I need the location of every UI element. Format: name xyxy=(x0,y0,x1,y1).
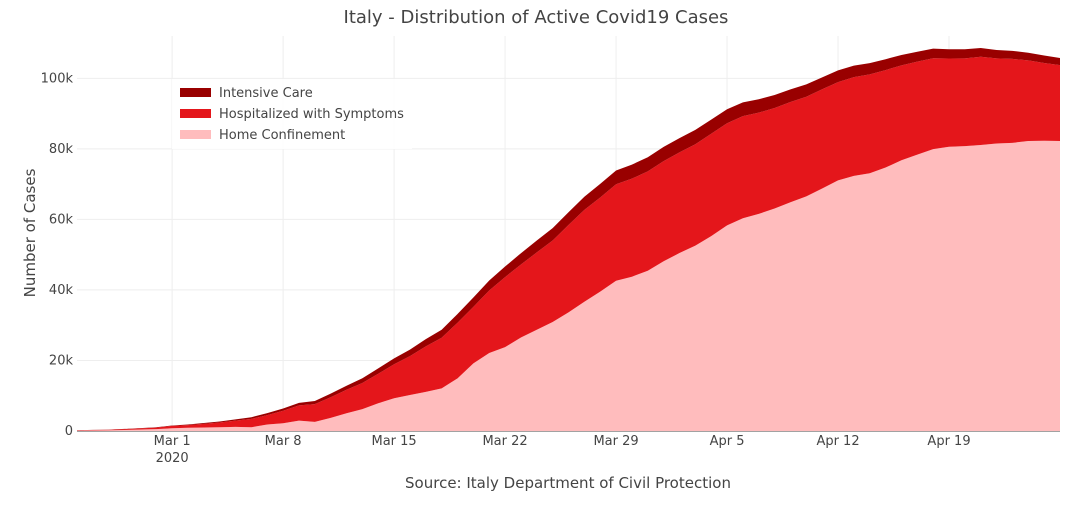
series-areas[interactable] xyxy=(77,48,1060,432)
x-tick-sublabel: 2020 xyxy=(156,451,189,466)
x-tick-label: Mar 1 xyxy=(154,434,191,449)
y-tick-label: 0 xyxy=(65,424,73,439)
legend-background xyxy=(172,79,412,149)
x-tick-label: Mar 29 xyxy=(593,434,638,449)
y-tick-label: 40k xyxy=(49,283,74,298)
legend-label-intensive-care[interactable]: Intensive Care xyxy=(219,86,313,101)
legend-label-home-confinement[interactable]: Home Confinement xyxy=(219,128,345,143)
x-axis-title: Source: Italy Department of Civil Protec… xyxy=(405,474,731,492)
area-home-confinement[interactable] xyxy=(77,140,1060,432)
x-tick-label: Mar 8 xyxy=(265,434,302,449)
y-axis-ticks: 0 20k 40k 60k 80k 100k xyxy=(41,71,74,439)
legend-swatch-intensive-care[interactable] xyxy=(180,88,211,97)
x-tick-label: Apr 12 xyxy=(816,434,859,449)
x-tick-label: Apr 5 xyxy=(710,434,745,449)
legend-label-hospitalized-with-symptoms[interactable]: Hospitalized with Symptoms xyxy=(219,107,404,122)
x-tick-label: Apr 19 xyxy=(927,434,970,449)
legend-swatch-home-confinement[interactable] xyxy=(180,130,211,139)
y-tick-label: 80k xyxy=(49,142,74,157)
x-tick-label: Mar 22 xyxy=(482,434,527,449)
y-tick-label: 100k xyxy=(41,71,74,86)
area-hospitalized-with-symptoms[interactable] xyxy=(77,56,1060,431)
y-tick-label: 20k xyxy=(49,353,74,368)
x-axis-ticks: Mar 1 2020 Mar 8 Mar 15 Mar 22 Mar 29 Apr 5 Apr… xyxy=(154,434,971,466)
x-tick-label: Mar 15 xyxy=(371,434,416,449)
legend[interactable]: Intensive Care Hospitalized with Symptoms… xyxy=(172,79,412,149)
y-axis-title: Number of Cases xyxy=(21,168,39,297)
chart-title: Italy - Distribution of Active Covid19 C… xyxy=(344,7,729,28)
legend-swatch-hospitalized-with-symptoms[interactable] xyxy=(180,109,211,118)
y-tick-label: 60k xyxy=(49,212,74,227)
